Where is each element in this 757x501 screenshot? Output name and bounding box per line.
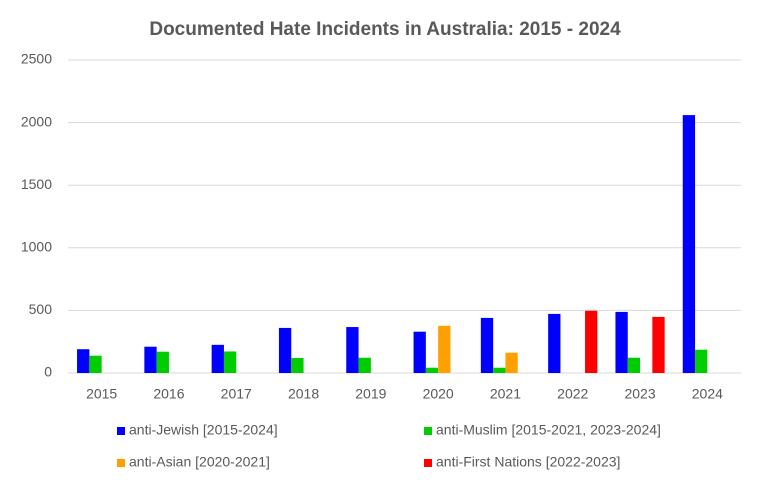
legend-label: anti-Asian [2020-2021] bbox=[129, 454, 270, 470]
bar bbox=[77, 349, 90, 373]
y-tick-label: 1000 bbox=[21, 239, 52, 255]
y-tick-label: 1500 bbox=[21, 176, 52, 192]
bar bbox=[291, 357, 304, 373]
x-tick-label: 2019 bbox=[355, 386, 386, 402]
legend-label: anti-Jewish [2015-2024] bbox=[129, 422, 278, 438]
bar bbox=[156, 351, 169, 373]
x-tick-label: 2024 bbox=[692, 386, 723, 402]
bar bbox=[346, 327, 359, 373]
x-tick-label: 2018 bbox=[288, 386, 319, 402]
legend-label: anti-First Nations [2022-2023] bbox=[436, 454, 620, 470]
y-tick-label: 0 bbox=[44, 364, 52, 380]
legend-swatch bbox=[424, 459, 432, 467]
legend-swatch bbox=[424, 427, 432, 435]
x-tick-label: 2017 bbox=[221, 386, 252, 402]
bar bbox=[695, 349, 708, 373]
legend-label: anti-Muslim [2015-2021, 2023-2024] bbox=[436, 422, 661, 438]
x-tick-label: 2016 bbox=[153, 386, 184, 402]
bar bbox=[627, 357, 641, 373]
y-tick-label: 2500 bbox=[21, 51, 52, 67]
x-tick-label: 2021 bbox=[490, 386, 521, 402]
bar bbox=[480, 317, 494, 373]
bar bbox=[548, 313, 561, 373]
bar bbox=[493, 367, 506, 373]
x-tick-label: 2020 bbox=[423, 386, 454, 402]
chart-title: Documented Hate Incidents in Australia: … bbox=[149, 19, 621, 40]
x-tick-label: 2022 bbox=[557, 386, 588, 402]
bar bbox=[358, 357, 371, 373]
bar bbox=[425, 367, 439, 373]
legend-swatch bbox=[117, 427, 125, 435]
y-tick-label: 500 bbox=[29, 301, 53, 317]
bar bbox=[89, 355, 102, 373]
bar bbox=[505, 352, 518, 373]
bar bbox=[211, 344, 224, 373]
bar bbox=[585, 310, 598, 373]
bar bbox=[438, 325, 451, 373]
bar bbox=[278, 327, 292, 373]
bar bbox=[652, 316, 665, 373]
bar bbox=[682, 115, 696, 373]
bar bbox=[615, 311, 628, 373]
bar bbox=[144, 346, 157, 373]
legend-swatch bbox=[117, 459, 125, 467]
y-tick-label: 2000 bbox=[21, 113, 52, 129]
x-tick-label: 2023 bbox=[624, 386, 655, 402]
bar bbox=[413, 331, 426, 373]
x-tick-label: 2015 bbox=[86, 386, 117, 402]
bar bbox=[223, 351, 237, 373]
